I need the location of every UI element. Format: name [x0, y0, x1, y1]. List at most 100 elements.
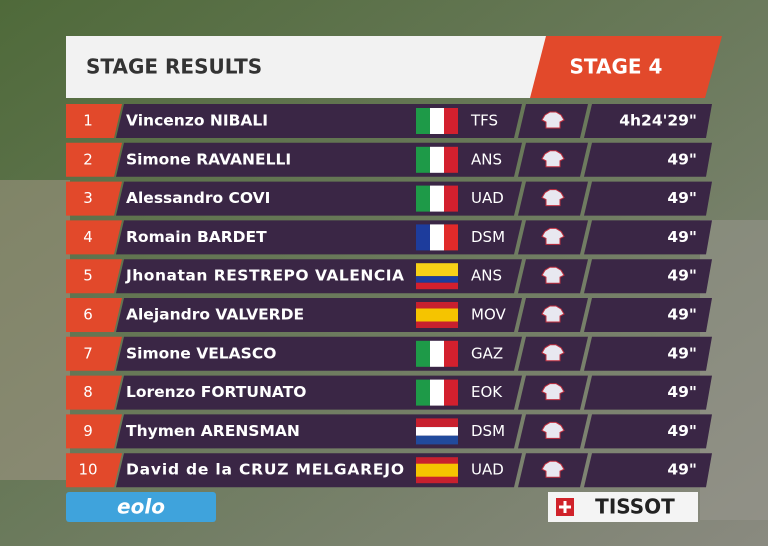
- rank: 9: [83, 422, 93, 440]
- time-box: [584, 298, 712, 332]
- rank: 8: [83, 383, 93, 401]
- rider-name: Romain BARDET: [126, 228, 267, 246]
- rider-name: David de la CRUZ MELGAREJO: [126, 461, 404, 479]
- tissot-text: TISSOT: [595, 495, 675, 519]
- time-box: [584, 142, 712, 177]
- flag-stripe: [444, 146, 458, 173]
- rider-band: [116, 453, 412, 488]
- header-box: [66, 36, 546, 98]
- jersey-icon: [541, 111, 565, 129]
- time: 49": [667, 306, 697, 324]
- results-table: 1 Vincenzo NIBALI TFS 4h24'29" 2 Simone RAVAN…: [66, 104, 712, 488]
- rank-box: [66, 142, 122, 177]
- flag-stripe: [416, 418, 458, 428]
- rank: 3: [83, 189, 93, 207]
- time-box: [584, 220, 712, 255]
- team-code: UAD: [471, 461, 504, 479]
- rank-box: [66, 414, 122, 449]
- rank-box: [66, 375, 122, 410]
- flag-stripe: [416, 435, 458, 445]
- background-buildings: [700, 220, 768, 520]
- rider-band: [116, 259, 412, 294]
- team-code: EOK: [471, 383, 503, 401]
- time-box: [584, 414, 712, 449]
- rank: 7: [83, 344, 93, 362]
- rider-band: [116, 104, 412, 138]
- flag-stripe: [444, 108, 458, 134]
- rider-band: [116, 375, 412, 410]
- rank-box: [66, 298, 122, 332]
- time: 49": [667, 344, 697, 362]
- time: 49": [667, 228, 697, 246]
- rider-name: Simone VELASCO: [126, 344, 276, 362]
- stage-label: STAGE 4: [570, 55, 663, 79]
- stage-box: [530, 36, 722, 98]
- rank: 2: [83, 150, 93, 168]
- rider-band: [116, 298, 412, 332]
- rider-band: [116, 336, 412, 371]
- flag-stripe: [416, 340, 430, 367]
- rank-box: [66, 336, 122, 371]
- flag-stripe: [430, 185, 444, 212]
- flag-stripe: [444, 379, 458, 406]
- team-code: UAD: [471, 189, 504, 207]
- jersey-icon: [541, 460, 565, 478]
- flag-stripe: [416, 276, 458, 283]
- flag-stripe: [430, 340, 444, 367]
- flag-stripe: [416, 427, 458, 436]
- rank: 5: [83, 267, 93, 285]
- time: 4h24'29": [619, 112, 697, 130]
- flag-stripe: [444, 224, 458, 251]
- eolo-logo: [66, 492, 216, 522]
- background-buildings: [0, 180, 70, 480]
- jersey-icon: [541, 383, 565, 401]
- time: 49": [667, 267, 697, 285]
- flag-stripe: [416, 263, 458, 277]
- rider-band: [116, 414, 412, 449]
- jersey-icon: [541, 189, 565, 207]
- flag-stripe: [416, 146, 430, 173]
- jersey-icon: [541, 266, 565, 284]
- flag-stripe: [430, 146, 444, 173]
- flag-stripe: [444, 340, 458, 367]
- rank-box: [66, 220, 122, 255]
- rider-name: Thymen ARENSMAN: [126, 422, 300, 440]
- team-code: DSM: [471, 422, 505, 440]
- rider-name: Simone RAVANELLI: [126, 150, 291, 168]
- flag-stripe: [430, 379, 444, 406]
- tissot-cross-mark: [559, 501, 571, 513]
- flag-stripe: [416, 379, 430, 406]
- flag-stripe: [430, 224, 444, 251]
- time: 49": [667, 422, 697, 440]
- flag-stripe: [430, 108, 444, 134]
- flag-stripe: [444, 185, 458, 212]
- eolo-text: eolo: [117, 495, 165, 519]
- header-title: STAGE RESULTS: [86, 55, 262, 79]
- time-box: [584, 336, 712, 371]
- flag-stripe: [416, 224, 430, 251]
- rider-name: Lorenzo FORTUNATO: [126, 383, 306, 401]
- rank: 1: [83, 112, 93, 130]
- flag-stripe: [416, 185, 430, 212]
- jersey-icon: [541, 227, 565, 245]
- time: 49": [667, 383, 697, 401]
- team-code: MOV: [471, 306, 506, 324]
- rank: 6: [83, 306, 93, 324]
- time-box: [584, 375, 712, 410]
- jersey-icon: [541, 344, 565, 362]
- flag-stripe: [416, 308, 458, 322]
- rider-name: Jhonatan RESTREPO VALENCIA: [125, 267, 404, 285]
- time: 49": [667, 150, 697, 168]
- jersey-icon: [541, 305, 565, 323]
- rank: 10: [78, 461, 97, 479]
- rider-name: Vincenzo NIBALI: [126, 112, 268, 130]
- time: 49": [667, 461, 697, 479]
- team-code: GAZ: [471, 344, 503, 362]
- rider-band: [116, 181, 412, 216]
- team-code: TFS: [470, 112, 498, 130]
- rank-box: [66, 453, 122, 488]
- time: 49": [667, 189, 697, 207]
- flag-stripe: [416, 108, 430, 134]
- rank-box: [66, 104, 122, 138]
